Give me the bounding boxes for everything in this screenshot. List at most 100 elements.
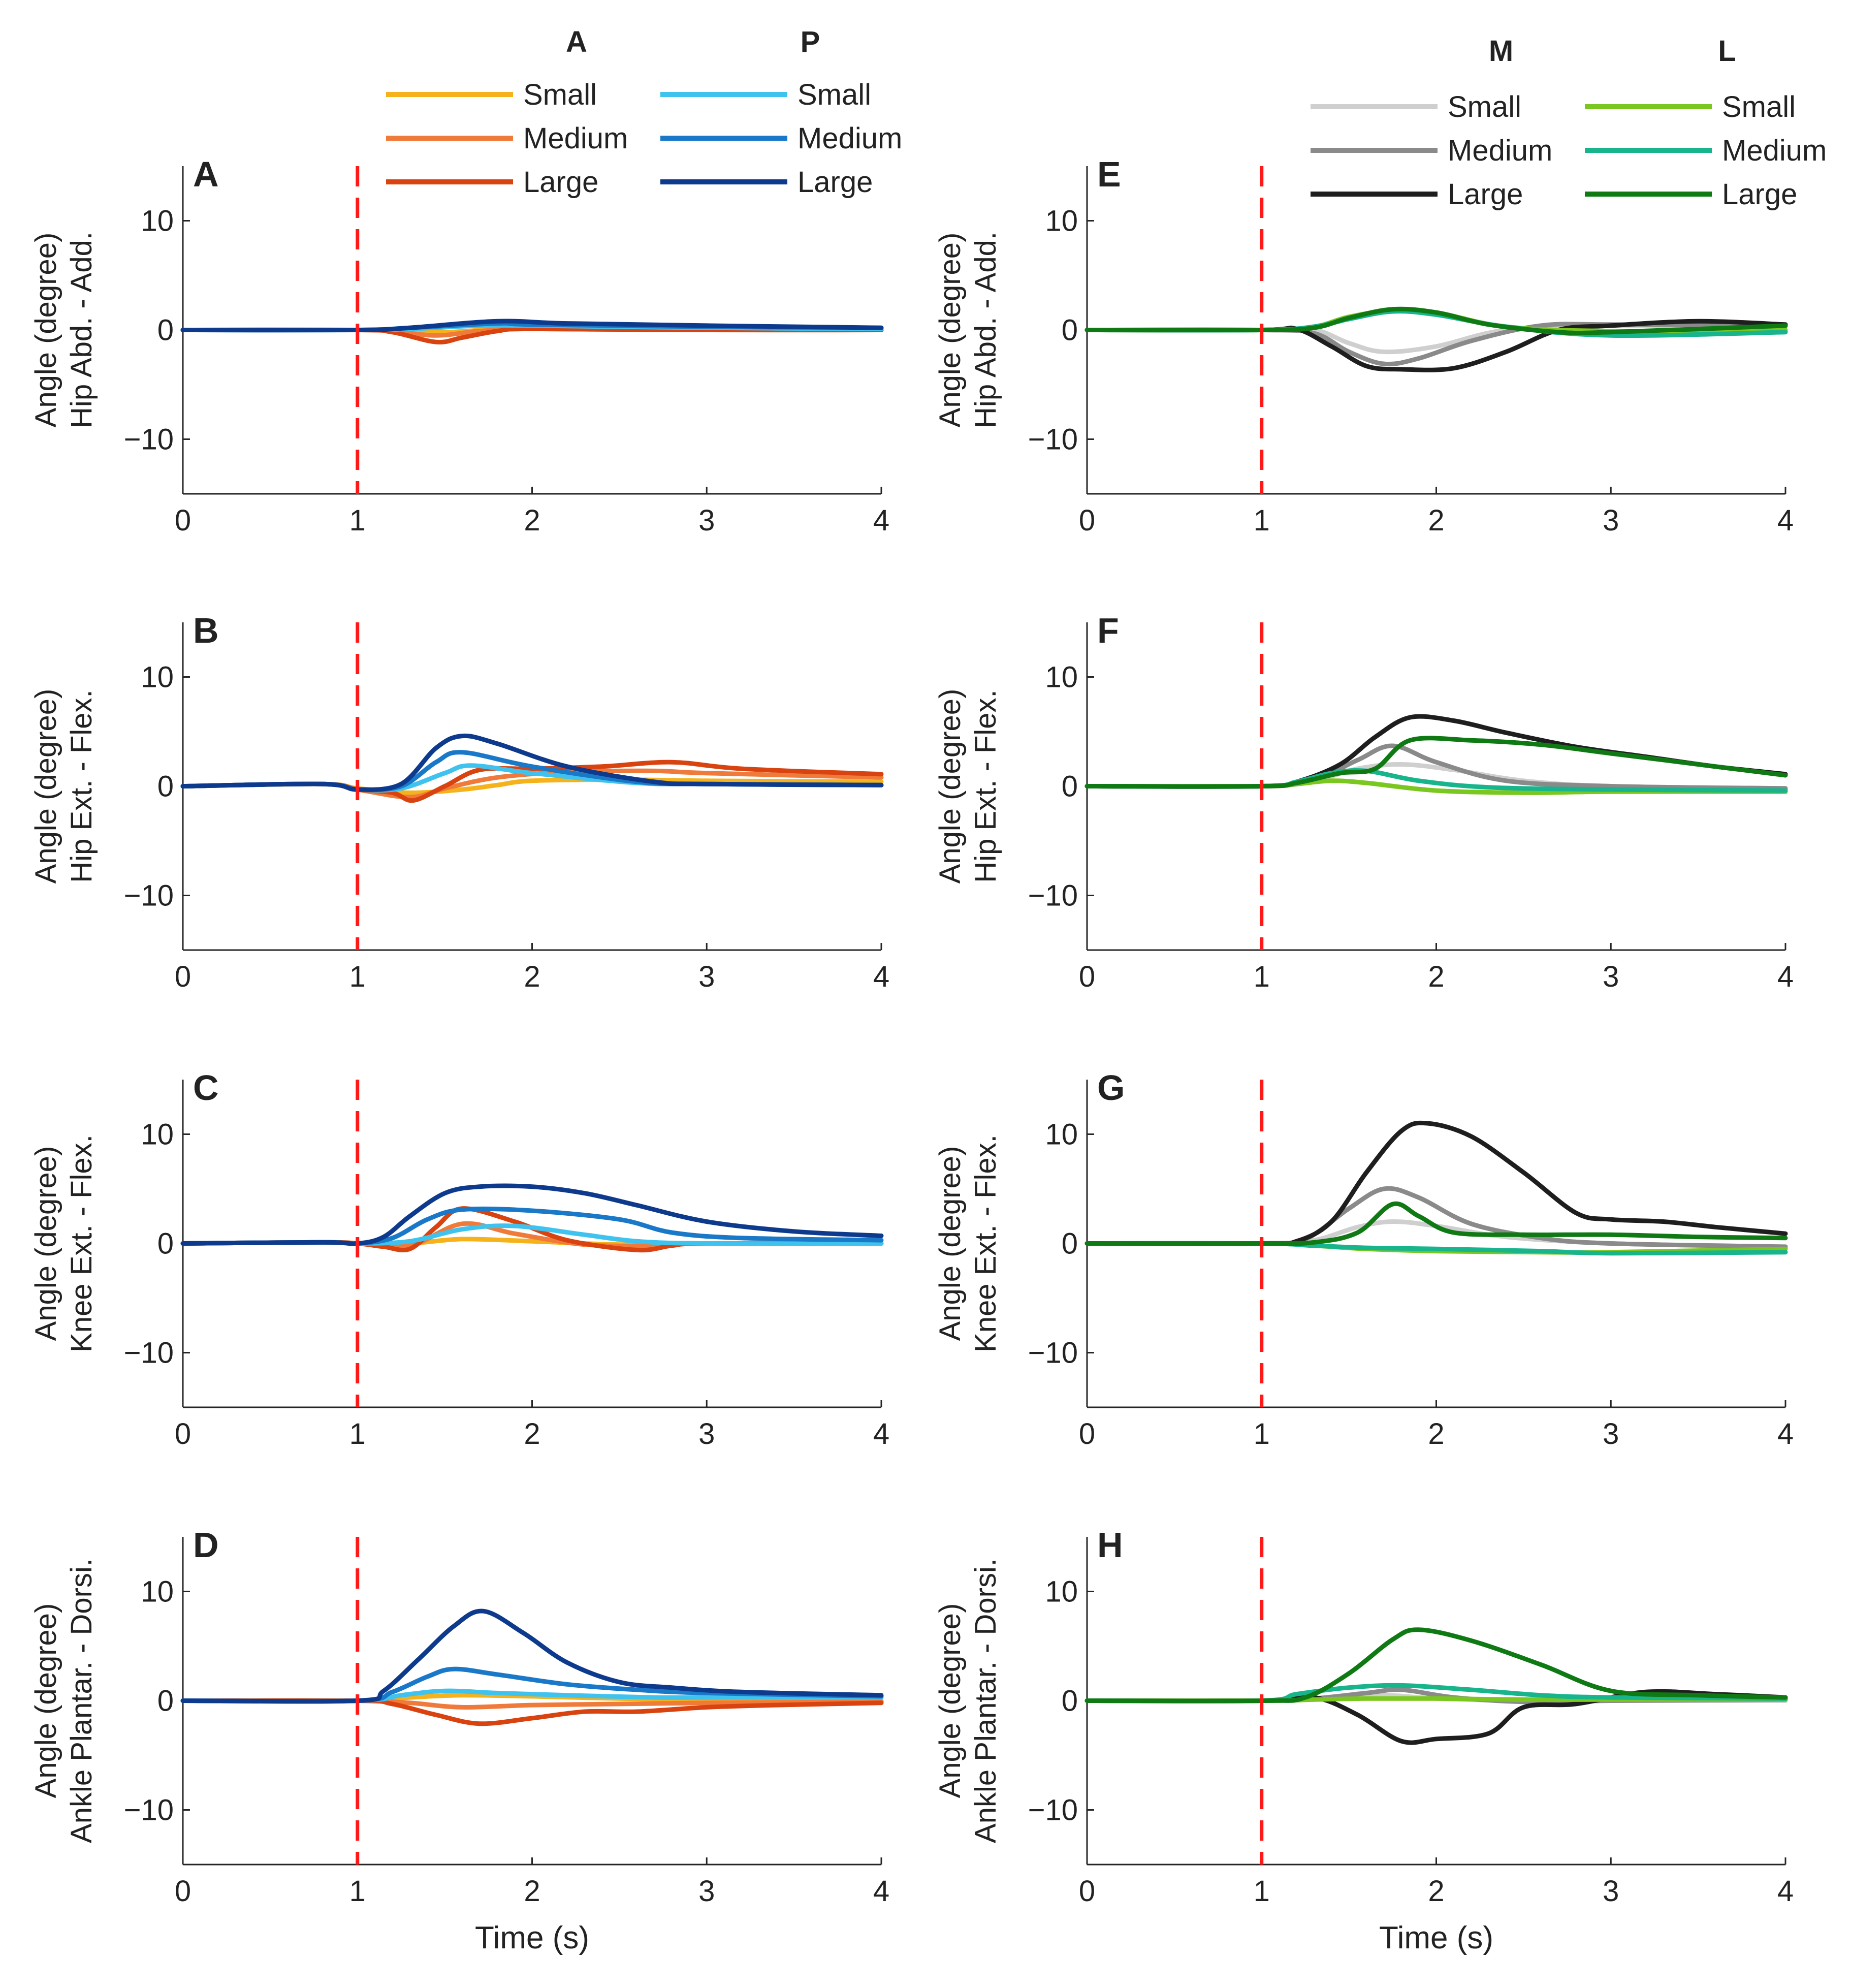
x-tick-label: 3 — [1603, 504, 1619, 537]
x-tick-label: 4 — [1777, 504, 1794, 537]
y-tick-label: 0 — [157, 770, 174, 803]
x-tick-label: 1 — [1254, 1417, 1270, 1450]
y-tick-label: 0 — [1062, 314, 1078, 347]
panel-letter: D — [193, 1525, 219, 1565]
series-line-l-large — [1084, 1627, 1788, 1703]
panel-A: 0 1 2 3 4 10 0 −10 Angle (degree) Hip Abd. - Add.… — [29, 154, 889, 537]
series-line-l-large — [1084, 1201, 1788, 1246]
y-tick-label: −10 — [124, 423, 174, 456]
y-axis-label-joint: Ankle Plantar. - Dorsi. — [969, 1558, 1002, 1843]
x-tick-label: 1 — [349, 1417, 366, 1450]
x-tick-label: 3 — [698, 1417, 715, 1450]
panel-letter: C — [193, 1068, 219, 1108]
legend-group-P: P Small Medium Large — [660, 25, 902, 199]
legend-group-title: M — [1489, 35, 1513, 68]
x-axis-title: Time (s) — [1379, 1920, 1493, 1955]
y-tick-label: 10 — [1045, 205, 1078, 238]
y-axis-label-joint: Hip Abd. - Add. — [969, 232, 1002, 428]
panel-F: 0 1 2 3 4 10 0 −10 Angle (degree) Hip Ext. - Flex… — [934, 611, 1794, 993]
series-line-l-large — [1084, 736, 1788, 789]
x-tick-label: 3 — [1603, 960, 1619, 993]
legend-label: Small — [1722, 90, 1796, 123]
legend-label: Medium — [797, 122, 902, 155]
panel-letter: E — [1097, 154, 1121, 194]
y-tick-label: −10 — [124, 1794, 174, 1827]
x-tick-label: 4 — [1777, 1875, 1794, 1908]
x-tick-label: 2 — [524, 504, 540, 537]
series-line-p-large — [180, 1608, 884, 1704]
x-tick-label: 4 — [873, 960, 889, 993]
y-axis-label: Angle (degree) — [934, 1146, 967, 1341]
x-tick-label: 4 — [873, 504, 889, 537]
legend-group-title: L — [1718, 35, 1736, 68]
panel-B: 0 1 2 3 4 10 0 −10 Angle (degree) Hip Ext. - Flex… — [29, 611, 889, 993]
y-axis-label: Angle (degree) — [29, 1146, 62, 1341]
x-tick-label: 3 — [1603, 1875, 1619, 1908]
y-axis-label-joint: Hip Ext. - Flex. — [969, 689, 1002, 882]
y-tick-label: 10 — [1045, 661, 1078, 694]
x-tick-label: 2 — [524, 960, 540, 993]
x-tick-label: 4 — [1777, 1417, 1794, 1450]
y-tick-label: −10 — [1028, 1337, 1078, 1370]
x-tick-label: 0 — [175, 504, 191, 537]
x-tick-label: 2 — [524, 1875, 540, 1908]
legend-label: Small — [523, 78, 597, 111]
y-axis-label-joint: Knee Ext. - Flex. — [969, 1134, 1002, 1352]
legend-group-title: A — [566, 25, 587, 58]
x-tick-label: 0 — [175, 960, 191, 993]
legend-label: Medium — [1448, 134, 1552, 167]
y-tick-label: 0 — [1062, 770, 1078, 803]
x-tick-label: 0 — [1079, 504, 1095, 537]
y-tick-label: 0 — [157, 1227, 174, 1260]
x-tick-label: 1 — [349, 1875, 366, 1908]
y-axis-label-joint: Hip Abd. - Add. — [65, 232, 98, 428]
y-tick-label: −10 — [124, 879, 174, 912]
x-tick-label: 1 — [1254, 960, 1270, 993]
x-axis-title: Time (s) — [475, 1920, 589, 1955]
x-tick-label: 0 — [1079, 1875, 1095, 1908]
x-tick-label: 1 — [1254, 504, 1270, 537]
x-tick-label: 2 — [1428, 960, 1444, 993]
y-axis-label: Angle (degree) — [934, 689, 967, 884]
panel-D: 0 1 2 3 4 10 0 −10 Angle (degree) Ankle Plantar. … — [29, 1525, 889, 1955]
legend-group-title: P — [801, 25, 820, 58]
y-axis-label: Angle (degree) — [29, 689, 62, 884]
panel-letter: B — [193, 611, 219, 650]
x-tick-label: 4 — [1777, 960, 1794, 993]
y-tick-label: 0 — [1062, 1227, 1078, 1260]
y-axis-label-joint: Ankle Plantar. - Dorsi. — [65, 1558, 98, 1843]
x-tick-label: 1 — [1254, 1875, 1270, 1908]
panel-letter: A — [193, 154, 219, 194]
panel-letter: G — [1097, 1068, 1125, 1108]
panel-letter: F — [1097, 611, 1119, 650]
y-axis-label: Angle (degree) — [934, 1603, 967, 1798]
legend-label: Large — [1722, 178, 1797, 211]
panel-G: 0 1 2 3 4 10 0 −10 Angle (degree) Knee Ext. - Fle… — [934, 1068, 1794, 1450]
x-tick-label: 3 — [698, 504, 715, 537]
x-tick-label: 0 — [1079, 1417, 1095, 1450]
y-tick-label: 0 — [157, 314, 174, 347]
legend-group-M: M Small Medium Large — [1311, 35, 1552, 211]
panel-C: 0 1 2 3 4 10 0 −10 Angle (degree) Knee Ext. - Fle… — [29, 1068, 889, 1450]
y-axis-label-joint: Knee Ext. - Flex. — [65, 1134, 98, 1352]
x-tick-label: 4 — [873, 1417, 889, 1450]
x-tick-label: 2 — [1428, 1417, 1444, 1450]
x-tick-label: 4 — [873, 1875, 889, 1908]
x-tick-label: 0 — [175, 1417, 191, 1450]
y-axis-label: Angle (degree) — [934, 233, 967, 428]
y-axis-label: Angle (degree) — [29, 1603, 62, 1798]
panel-letter: H — [1097, 1525, 1123, 1565]
legend-group-A: A Small Medium Large — [386, 25, 628, 199]
x-tick-label: 3 — [1603, 1417, 1619, 1450]
y-tick-label: −10 — [1028, 423, 1078, 456]
series-line-m-large — [1084, 714, 1788, 789]
y-tick-label: 10 — [141, 661, 174, 694]
y-tick-label: 10 — [1045, 1118, 1078, 1151]
x-tick-label: 2 — [1428, 504, 1444, 537]
legend-label: Small — [1448, 90, 1521, 123]
x-tick-label: 1 — [349, 960, 366, 993]
x-tick-label: 2 — [1428, 1875, 1444, 1908]
legend-label: Large — [797, 166, 873, 199]
y-tick-label: 0 — [157, 1685, 174, 1718]
